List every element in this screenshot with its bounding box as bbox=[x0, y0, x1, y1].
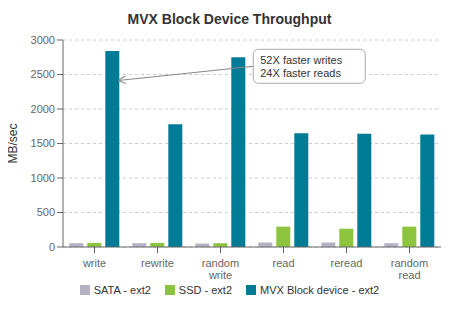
svg-text:3000: 3000 bbox=[31, 34, 55, 46]
svg-text:500: 500 bbox=[37, 206, 55, 218]
svg-text:52X faster writes24X faster re: 52X faster writes24X faster reads bbox=[260, 54, 342, 79]
svg-text:write: write bbox=[82, 257, 106, 269]
svg-text:read: read bbox=[272, 257, 294, 269]
svg-text:randomread: randomread bbox=[391, 257, 428, 279]
html-text:SATA - ext2: SATA - ext2 bbox=[93, 284, 151, 296]
html-text:MVX Block device - ext2: MVX Block device - ext2 bbox=[260, 284, 380, 296]
svg-text:1000: 1000 bbox=[31, 172, 55, 184]
svg-text:2000: 2000 bbox=[31, 103, 55, 115]
svg-text:0: 0 bbox=[49, 241, 55, 253]
svg-text:MB/sec: MB/sec bbox=[8, 123, 20, 163]
svg-text:rewrite: rewrite bbox=[141, 257, 174, 269]
svg-text:reread: reread bbox=[331, 257, 363, 269]
svg-text:2500: 2500 bbox=[31, 68, 55, 80]
svg-text:randomwrite: randomwrite bbox=[202, 257, 239, 279]
html-text:MVX Block Device Throughput: MVX Block Device Throughput bbox=[127, 11, 332, 27]
svg-text:1500: 1500 bbox=[31, 137, 55, 149]
html-text:SSD - ext2: SSD - ext2 bbox=[178, 284, 232, 296]
